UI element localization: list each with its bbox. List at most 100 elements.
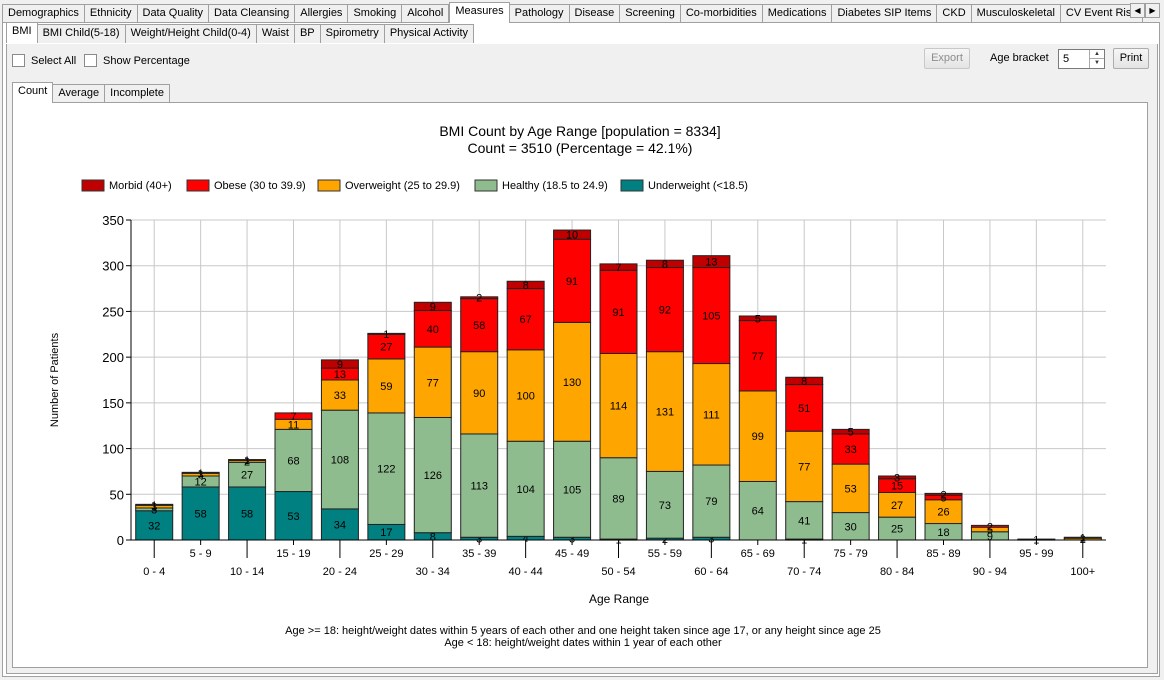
show-percentage-checkbox[interactable] <box>84 54 97 67</box>
age-bracket-label: Age bracket <box>990 52 1049 64</box>
tab-co-morbidities[interactable]: Co-morbidities <box>680 4 763 23</box>
bar-healthy <box>692 464 731 538</box>
x-tick-label: 50 - 54 <box>601 566 635 578</box>
data-label-healthy: 89 <box>612 493 624 505</box>
tab-data-cleansing[interactable]: Data Cleansing <box>209 4 296 23</box>
bar-healthy <box>785 501 824 540</box>
data-label-overweight: 5 <box>987 524 993 536</box>
data-label-overweight: 33 <box>334 390 346 402</box>
select-all-checkbox[interactable] <box>12 54 25 67</box>
bar-morbid <box>553 229 592 240</box>
legend-label-obese: Obese (30 to 39.9) <box>214 180 306 192</box>
data-label-overweight: 111 <box>703 409 720 421</box>
bar-healthy <box>599 457 638 540</box>
tab-diabetes-sip-items[interactable]: Diabetes SIP Items <box>832 4 938 23</box>
tab-cv-event-risk[interactable]: CV Event Risk <box>1060 4 1143 23</box>
bar-morbid <box>135 503 174 506</box>
x-tick-label: 40 - 44 <box>509 566 543 578</box>
viewtab-average[interactable]: Average <box>53 84 106 103</box>
bar-morbid <box>645 259 684 269</box>
bar-overweight <box>878 491 917 518</box>
y-tick-label: 300 <box>102 259 124 274</box>
spin-up-icon[interactable]: ▲ <box>1089 50 1104 59</box>
data-label-morbid: 2 <box>476 293 482 305</box>
data-label-underweight: 32 <box>148 520 160 532</box>
bar-healthy <box>506 440 545 537</box>
tab-demographics[interactable]: Demographics <box>2 4 85 23</box>
age-bracket-spinner[interactable]: 5 ▲ ▼ <box>1058 49 1105 69</box>
tab-disease[interactable]: Disease <box>569 4 621 23</box>
data-label-overweight: 90 <box>473 388 485 400</box>
data-label-morbid: 10 <box>566 230 578 242</box>
spin-down-icon[interactable]: ▼ <box>1089 59 1104 68</box>
bar-morbid <box>460 296 499 300</box>
legend-swatch-underweight <box>620 179 644 192</box>
data-label-morbid: 1 <box>151 500 157 512</box>
data-label-overweight: 59 <box>380 381 392 393</box>
data-label-morbid: 3 <box>894 472 900 484</box>
bar-overweight <box>460 351 499 435</box>
tab-ckd[interactable]: CKD <box>937 4 972 23</box>
data-label-healthy: 18 <box>937 527 949 539</box>
y-tick-label: 100 <box>102 442 124 457</box>
data-label-obese: 77 <box>752 351 764 363</box>
tab-ethnicity[interactable]: Ethnicity <box>84 4 138 23</box>
show-percentage-option[interactable]: Show Percentage <box>84 54 190 67</box>
bar-morbid <box>228 459 267 462</box>
tab-smoking[interactable]: Smoking <box>348 4 403 23</box>
bar-overweight <box>320 379 359 411</box>
data-label-morbid: 1 <box>383 329 389 341</box>
x-tick-label: 80 - 84 <box>880 566 914 578</box>
footnote-children: Age < 18: height/weight dates within 1 y… <box>444 637 722 649</box>
y-tick-label: 50 <box>110 487 124 502</box>
scroll-right-icon[interactable]: ▶ <box>1145 3 1160 18</box>
data-label-morbid: 1 <box>244 455 250 467</box>
data-label-obese: 67 <box>520 314 532 326</box>
bar-healthy <box>367 412 406 525</box>
tab-screening[interactable]: Screening <box>620 4 681 23</box>
bar-morbid <box>785 376 824 386</box>
data-label-healthy: 27 <box>241 470 253 482</box>
bar-morbid <box>831 428 870 435</box>
subtab-bp[interactable]: BP <box>294 24 321 43</box>
data-label-healthy: 41 <box>798 515 810 527</box>
x-tick-label: 20 - 24 <box>323 566 357 578</box>
subtab-bmi[interactable]: BMI <box>6 22 38 43</box>
scroll-left-icon[interactable]: ◀ <box>1130 3 1145 18</box>
x-tick-label: 95 - 99 <box>1019 548 1053 560</box>
bar-healthy <box>320 409 359 510</box>
bar-overweight <box>831 463 870 514</box>
data-label-underweight: 58 <box>195 508 207 520</box>
data-label-overweight: 77 <box>798 461 810 473</box>
bar-healthy <box>645 470 684 539</box>
data-label-overweight: 114 <box>610 401 628 413</box>
tab-alcohol[interactable]: Alcohol <box>402 4 450 23</box>
viewtab-count[interactable]: Count <box>12 82 54 103</box>
export-button[interactable]: Export <box>924 48 970 69</box>
age-bracket-value[interactable]: 5 <box>1063 53 1070 65</box>
subtab-bmi-child-5-18[interactable]: BMI Child(5-18) <box>37 24 126 43</box>
x-tick-label: 85 - 89 <box>926 548 960 560</box>
tab-pathology[interactable]: Pathology <box>509 4 570 23</box>
bar-healthy <box>413 416 452 534</box>
subtab-weight-height-child-0-4[interactable]: Weight/Height Child(0-4) <box>125 24 257 43</box>
tab-data-quality[interactable]: Data Quality <box>137 4 210 23</box>
subtab-waist[interactable]: Waist <box>256 24 295 43</box>
data-label-underweight: 8 <box>430 531 436 543</box>
print-button[interactable]: Print <box>1113 48 1149 69</box>
x-tick-label: 45 - 49 <box>555 548 589 560</box>
y-tick-label: 350 <box>102 213 124 228</box>
tab-measures[interactable]: Measures <box>449 2 510 23</box>
tab-medications[interactable]: Medications <box>762 4 833 23</box>
data-label-healthy: 73 <box>659 500 671 512</box>
tab-musculoskeletal[interactable]: Musculoskeletal <box>971 4 1061 23</box>
data-label-overweight: 131 <box>656 407 674 419</box>
select-all-option[interactable]: Select All <box>12 54 76 67</box>
subtab-spirometry[interactable]: Spirometry <box>320 24 385 43</box>
bar-overweight <box>692 363 731 466</box>
tab-allergies[interactable]: Allergies <box>295 4 349 23</box>
data-label-overweight: 27 <box>891 500 903 512</box>
data-label-healthy: 12 <box>195 476 207 488</box>
viewtab-incomplete[interactable]: Incomplete <box>105 84 170 103</box>
subtab-physical-activity[interactable]: Physical Activity <box>384 24 475 43</box>
